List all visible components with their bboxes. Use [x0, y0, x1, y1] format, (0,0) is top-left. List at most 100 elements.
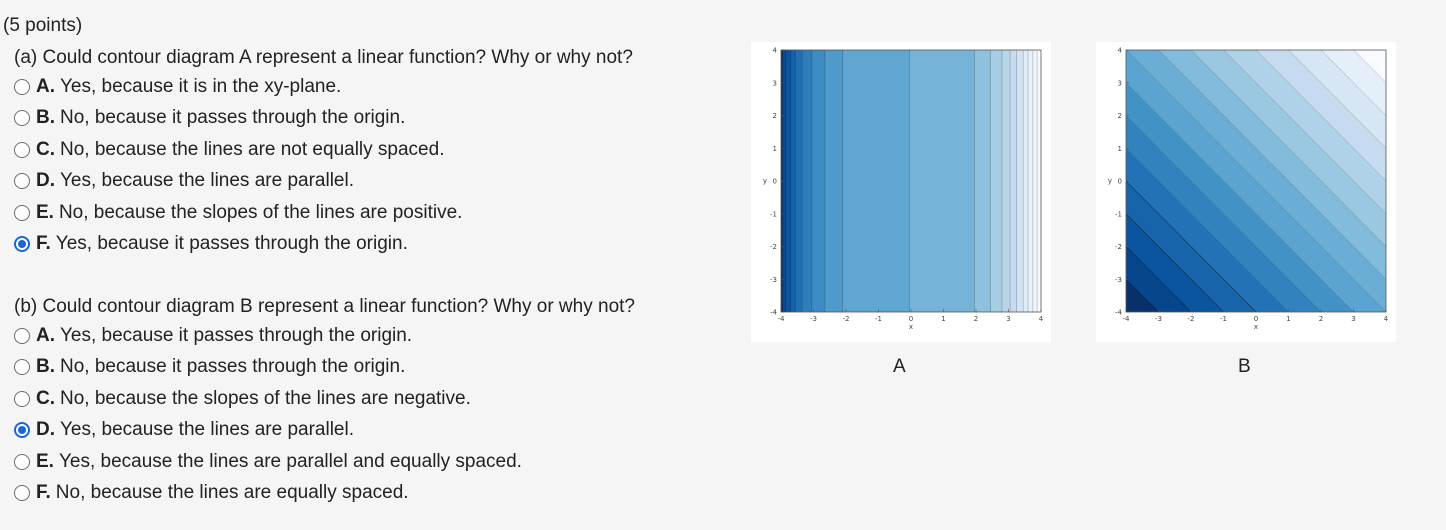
- contour-band: [1023, 50, 1029, 312]
- contour-band: [802, 50, 813, 312]
- contour-band: [842, 50, 910, 312]
- option-text: Yes, because it is in the xy-plane.: [60, 75, 342, 97]
- question-b-option-d[interactable]: D. Yes, because the lines are parallel.: [14, 415, 635, 447]
- contour-band: [1016, 50, 1024, 312]
- question-a-text: (a) Could contour diagram A represent a …: [14, 47, 633, 68]
- contour-plot-b: -4 -3 -2 -1 0 1 2 3 4 4 3 2 1 0 -1 -2 -3 -4 x y: [1108, 47, 1389, 332]
- x-tick-label: 2: [974, 315, 978, 323]
- radio-button[interactable]: [14, 327, 30, 344]
- diagram-b-caption: B: [1238, 356, 1251, 377]
- x-tick-label: 1: [1286, 315, 1290, 323]
- radio-button[interactable]: [14, 204, 30, 221]
- question-a-option-b[interactable]: B. No, because it passes through the orig…: [14, 103, 633, 135]
- option-letter: D.: [36, 170, 55, 192]
- option-letter: F.: [36, 482, 51, 504]
- radio-button[interactable]: [14, 359, 30, 376]
- contour-band: [1223, 50, 1386, 215]
- contour-band: [1255, 50, 1386, 182]
- option-letter: F.: [36, 233, 51, 255]
- contour-band: [795, 50, 803, 312]
- contour-diagram-a: -4 -3 -2 -1 0 1 2 3 4 4 3 2 1 0 -1 -2 -3 -4 x y: [751, 42, 1051, 342]
- option-letter: B.: [36, 107, 55, 129]
- x-axis-label: x: [909, 323, 913, 331]
- y-tick-label: 4: [1118, 47, 1123, 55]
- radio-button[interactable]: [14, 173, 30, 190]
- contour-line: [1126, 82, 1354, 312]
- x-tick-label: 3: [1006, 315, 1010, 323]
- option-text: Yes, because it passes through the origi…: [60, 324, 413, 346]
- x-tick-label: 0: [909, 315, 913, 323]
- radio-button[interactable]: [14, 110, 30, 127]
- y-tick-label: 3: [1118, 79, 1122, 87]
- y-tick-label: -3: [770, 276, 777, 284]
- contour-line: [1126, 147, 1289, 312]
- y-axis-label: y: [763, 177, 767, 185]
- question-a-option-a[interactable]: A. Yes, because it is in the xy-plane.: [14, 71, 633, 103]
- contour-band: [1037, 50, 1042, 312]
- option-text: Yes, because the lines are parallel.: [60, 170, 354, 192]
- y-tick-label: -3: [1115, 276, 1122, 284]
- contour-band: [1010, 50, 1017, 312]
- x-tick-label: -1: [875, 315, 882, 323]
- contour-band: [1028, 50, 1034, 312]
- radio-button[interactable]: [14, 78, 30, 95]
- contour-line: [1223, 50, 1386, 215]
- contour-band: [1032, 50, 1038, 312]
- question-b-option-c[interactable]: C. No, because the slopes of the lines ar…: [14, 383, 635, 415]
- option-text: No, because the slopes of the lines are …: [58, 201, 463, 223]
- x-tick-label: 4: [1039, 315, 1044, 323]
- x-tick-label: -2: [1188, 315, 1195, 323]
- option-text: No, because it passes through the origin…: [60, 107, 406, 129]
- question-a-option-c[interactable]: C. No, because the lines are not equally …: [14, 134, 633, 166]
- contour-band: [909, 50, 975, 312]
- contour-band: [824, 50, 844, 312]
- contour-line: [1126, 50, 1386, 312]
- question-b-option-b[interactable]: B. No, because it passes through the orig…: [14, 352, 635, 384]
- y-axis-label: y: [1108, 177, 1112, 185]
- question-b-option-e[interactable]: E. Yes, because the lines are parallel an…: [14, 446, 635, 478]
- x-tick-label: 3: [1351, 315, 1355, 323]
- option-letter: C.: [36, 138, 55, 160]
- option-letter: C.: [36, 387, 55, 409]
- y-tick-label: -2: [1115, 243, 1122, 251]
- option-letter: A.: [36, 324, 55, 346]
- question-a-option-e[interactable]: E. No, because the slopes of the lines ar…: [14, 197, 633, 229]
- y-tick-label: -2: [770, 243, 777, 251]
- contour-band: [1190, 50, 1386, 247]
- x-tick-label: 0: [1254, 315, 1258, 323]
- option-letter: B.: [36, 356, 55, 378]
- question-b: (b) Could contour diagram B represent a …: [14, 294, 635, 509]
- y-tick-label: 0: [773, 178, 777, 186]
- y-tick-label: -1: [770, 210, 777, 218]
- y-tick-label: 0: [1118, 178, 1122, 186]
- radio-button[interactable]: [14, 141, 30, 158]
- radio-button[interactable]: [14, 422, 30, 439]
- option-letter: E.: [36, 450, 54, 472]
- option-letter: E.: [36, 201, 54, 223]
- x-tick-label: 2: [1319, 315, 1323, 323]
- y-tick-label: 3: [773, 79, 777, 87]
- contour-band: [1353, 50, 1386, 84]
- y-tick-label: -1: [1115, 210, 1122, 218]
- contour-band: [790, 50, 796, 312]
- question-a-option-d[interactable]: D. Yes, because the lines are parallel.: [14, 166, 633, 198]
- contour-diagram-b: -4 -3 -2 -1 0 1 2 3 4 4 3 2 1 0 -1 -2 -3 -4 x y: [1096, 42, 1396, 342]
- x-tick-label: -3: [810, 315, 817, 323]
- y-tick-label: -4: [1115, 309, 1123, 317]
- radio-button[interactable]: [14, 453, 30, 470]
- radio-button[interactable]: [14, 236, 30, 253]
- y-tick-label: 4: [773, 47, 778, 55]
- question-a-option-f[interactable]: F. Yes, because it passes through the ori…: [14, 229, 633, 261]
- x-tick-label: -2: [843, 315, 850, 323]
- contour-band: [782, 50, 787, 312]
- radio-button[interactable]: [14, 390, 30, 407]
- option-text: Yes, because the lines are parallel.: [60, 419, 354, 441]
- y-tick-label: 2: [773, 112, 777, 120]
- option-letter: A.: [36, 75, 55, 97]
- option-letter: D.: [36, 419, 55, 441]
- question-b-option-f[interactable]: F. No, because the lines are equally spac…: [14, 478, 635, 510]
- contour-band: [974, 50, 991, 312]
- question-b-option-a[interactable]: A. Yes, because it passes through the ori…: [14, 320, 635, 352]
- radio-button[interactable]: [14, 485, 30, 502]
- y-tick-label: 2: [1118, 112, 1122, 120]
